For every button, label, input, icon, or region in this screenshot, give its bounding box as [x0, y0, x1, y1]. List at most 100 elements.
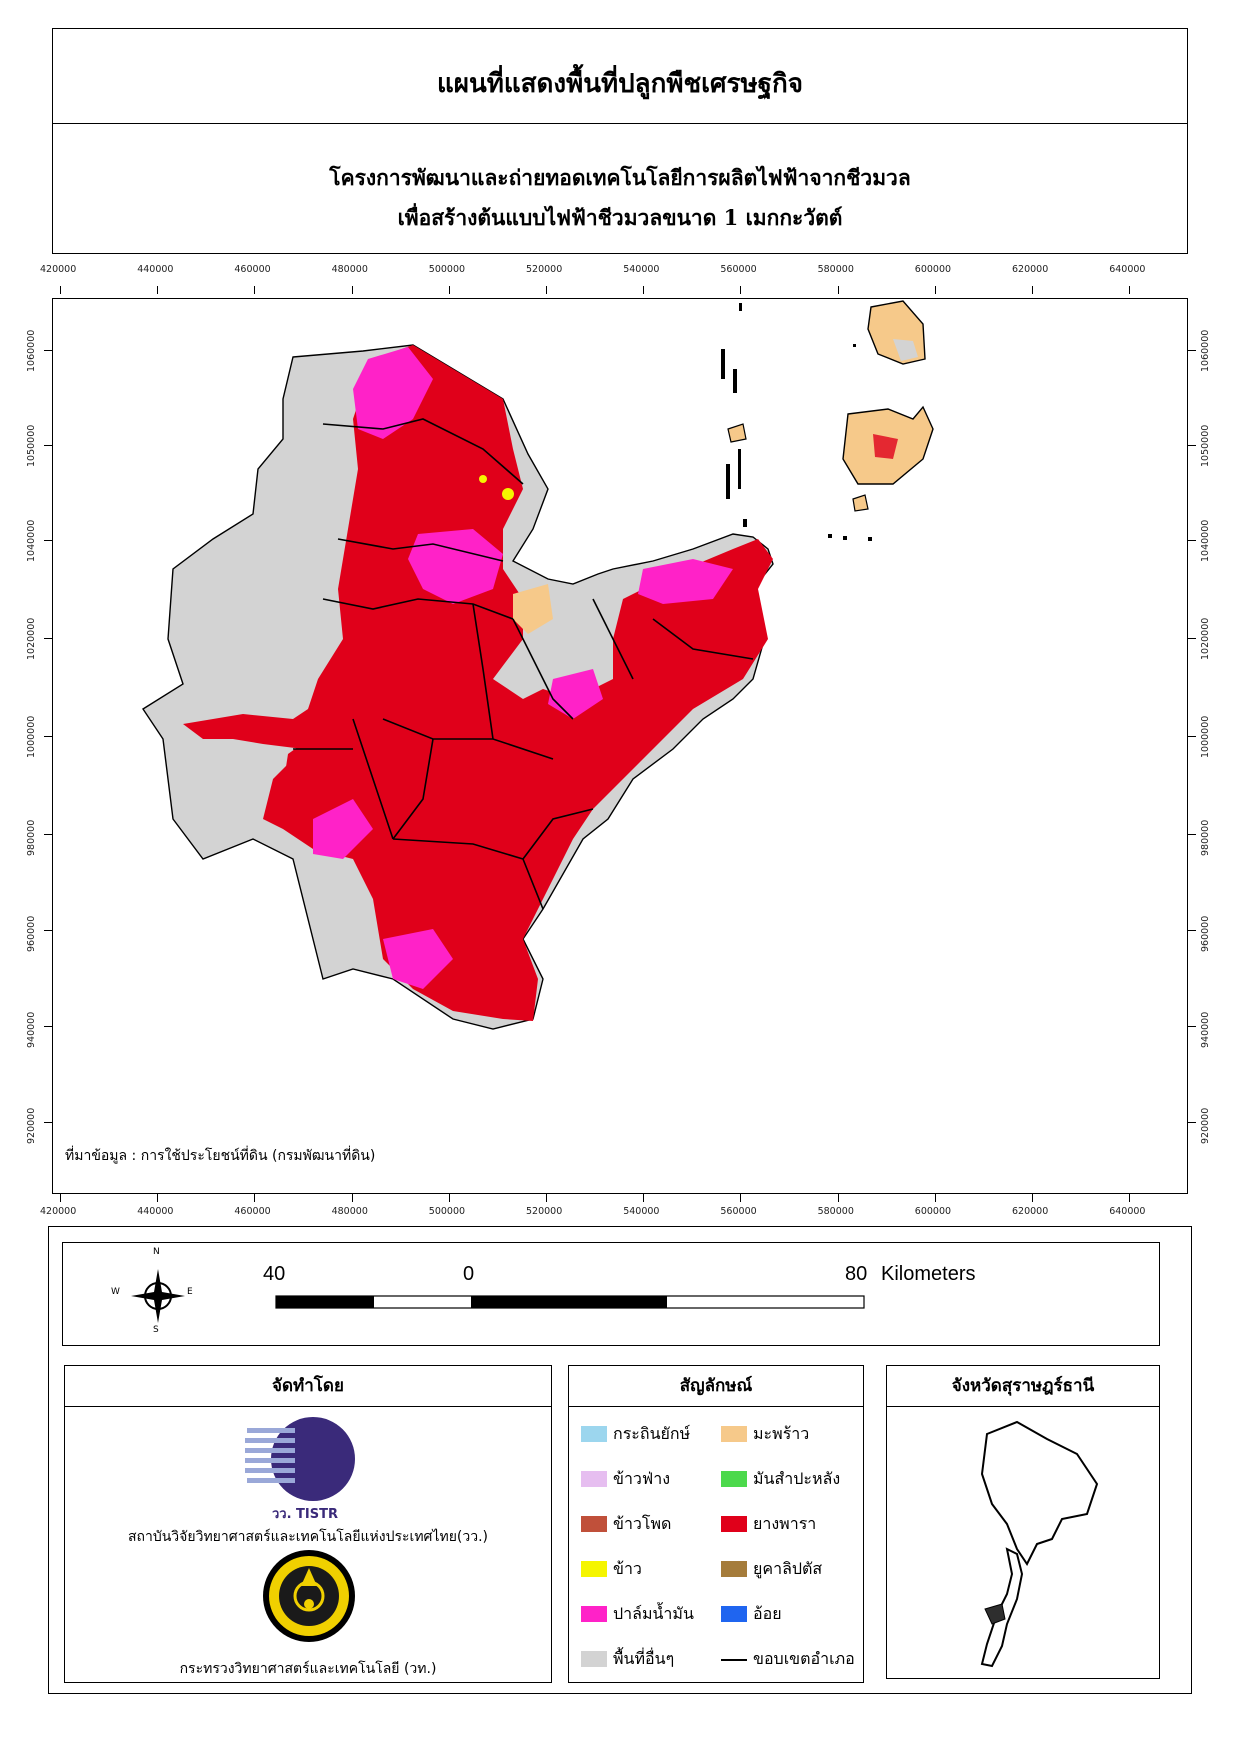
boundary-line-swatch — [721, 1659, 747, 1661]
island-small-1 — [727, 423, 747, 443]
palm-south — [383, 929, 453, 989]
island-small-2 — [852, 494, 869, 512]
y-tick-label: 980000 — [26, 819, 37, 856]
scale-bar — [275, 1295, 865, 1309]
legend-label: พื้นที่อื่นๆ — [613, 1649, 675, 1668]
island-samui-red — [873, 434, 898, 459]
x-tick-mark — [254, 286, 256, 294]
x-tick-label: 540000 — [623, 264, 660, 275]
palm-north — [353, 347, 433, 439]
y-tick-mark — [44, 445, 52, 446]
district-boundaries — [293, 418, 754, 910]
legend-heading: สัญลักษณ์ — [569, 1366, 863, 1407]
legend-label: ยูคาลิปตัส — [753, 1559, 823, 1578]
north-arrow-icon — [131, 1269, 185, 1323]
y-tick-label: 1020000 — [26, 617, 37, 660]
x-tick-label: 640000 — [1109, 264, 1146, 275]
x-tick-mark — [60, 1194, 61, 1202]
legend-label: มะพร้าว — [753, 1424, 810, 1443]
x-tick-label: 640000 — [1109, 1206, 1146, 1217]
color-swatch — [721, 1471, 747, 1487]
legend-panel: สัญลักษณ์ กระถินยักษ์ มะพร้าวข้าวฟ่าง มันส… — [568, 1365, 864, 1683]
legend-label: ข้าว — [613, 1559, 642, 1578]
y-tick-mark — [44, 736, 52, 737]
color-swatch — [581, 1471, 607, 1487]
x-tick-mark — [934, 286, 936, 294]
palm-center — [408, 529, 503, 604]
y-tick-mark — [44, 834, 52, 835]
legend-label: ข้าวฟ่าง — [613, 1469, 671, 1488]
locator-panel: จังหวัดสุราษฎร์ธานี — [886, 1365, 1160, 1679]
color-swatch — [721, 1516, 747, 1532]
x-tick-label: 420000 — [40, 1206, 77, 1217]
x-tick-label: 560000 — [720, 1206, 757, 1217]
legend-label: กระถินยักษ์ — [613, 1424, 691, 1443]
map-frame[interactable]: ที่มาข้อมูล : การใช้ประโยชน์ที่ดิน (กรมพ… — [52, 298, 1188, 1194]
y-tick-mark — [1188, 736, 1196, 737]
y-tick-mark — [44, 638, 52, 639]
x-tick-mark — [740, 1194, 742, 1202]
thailand-locator-map — [980, 1420, 1099, 1668]
palm-southwest — [313, 799, 373, 859]
x-tick-label: 620000 — [1012, 264, 1049, 275]
color-swatch — [721, 1606, 747, 1622]
coconut-center — [513, 584, 553, 634]
scale-unit: Kilometers — [881, 1263, 976, 1285]
x-tick-label: 520000 — [526, 1206, 563, 1217]
y-tick-label: 1060000 — [26, 329, 37, 372]
y-tick-mark — [44, 1122, 52, 1123]
rubber-area — [263, 345, 773, 1021]
legend-label: ยางพารา — [753, 1514, 817, 1533]
data-source: ที่มาข้อมูล : การใช้ประโยชน์ที่ดิน (กรมพ… — [65, 1148, 376, 1164]
y-tick-label: 1040000 — [26, 519, 37, 562]
y-tick-label: 960000 — [26, 915, 37, 952]
color-swatch — [581, 1561, 607, 1577]
map-subtitle: โครงการพัฒนาและถ่ายทอดเทคโนโลยีการผลิตไฟ… — [53, 158, 1187, 238]
y-tick-mark — [1188, 834, 1196, 835]
title-box: แผนที่แสดงพื้นที่ปลูกพืชเศรษฐกิจ — [52, 28, 1188, 124]
tistr-logo-text: วว. TISTR — [272, 1507, 338, 1522]
x-tick-label: 440000 — [137, 1206, 174, 1217]
x-tick-mark — [1032, 286, 1033, 294]
x-tick-mark — [1032, 1194, 1033, 1202]
color-swatch — [581, 1606, 607, 1622]
y-tick-mark — [1188, 638, 1196, 639]
x-tick-mark — [643, 286, 645, 294]
palm-mid — [548, 669, 603, 719]
y-tick-mark — [1188, 1026, 1196, 1027]
island-phangan-grey — [893, 339, 918, 361]
compass-s: S — [153, 1325, 159, 1335]
color-swatch — [581, 1651, 607, 1667]
x-tick-label: 420000 — [40, 264, 77, 275]
y-tick-label: 1020000 — [1200, 617, 1211, 660]
y-tick-label: 920000 — [1200, 1107, 1211, 1144]
y-tick-label: 1000000 — [26, 715, 37, 758]
x-tick-mark — [837, 1194, 839, 1202]
surat-thani-highlight — [984, 1603, 1006, 1625]
x-tick-label: 580000 — [817, 264, 854, 275]
y-tick-mark — [1188, 1122, 1196, 1123]
y-tick-label: 960000 — [1200, 915, 1211, 952]
y-tick-mark — [1188, 350, 1196, 351]
scale-label-40: 40 — [263, 1263, 286, 1285]
angthong-islets — [721, 303, 872, 541]
y-tick-mark — [44, 930, 52, 931]
x-tick-mark — [448, 286, 450, 294]
color-swatch — [581, 1426, 607, 1442]
scale-label-0: 0 — [463, 1263, 475, 1285]
compass-w: W — [111, 1287, 120, 1297]
x-tick-label: 460000 — [234, 1206, 271, 1217]
legend-label: อ้อย — [753, 1604, 782, 1623]
x-tick-label: 440000 — [137, 264, 174, 275]
legend-label: มันสำปะหลัง — [753, 1469, 841, 1488]
x-tick-mark — [60, 286, 61, 294]
legend-label: ปาล์มน้ำมัน — [613, 1604, 694, 1623]
legend-label: ข้าวโพด — [613, 1514, 672, 1533]
x-tick-mark — [546, 1194, 547, 1202]
x-tick-mark — [837, 286, 839, 294]
x-tick-label: 460000 — [234, 264, 271, 275]
x-tick-label: 620000 — [1012, 1206, 1049, 1217]
subtitle-box: โครงการพัฒนาและถ่ายทอดเทคโนโลยีการผลิตไฟ… — [52, 124, 1188, 254]
y-tick-label: 980000 — [1200, 819, 1211, 856]
x-tick-label: 540000 — [623, 1206, 660, 1217]
